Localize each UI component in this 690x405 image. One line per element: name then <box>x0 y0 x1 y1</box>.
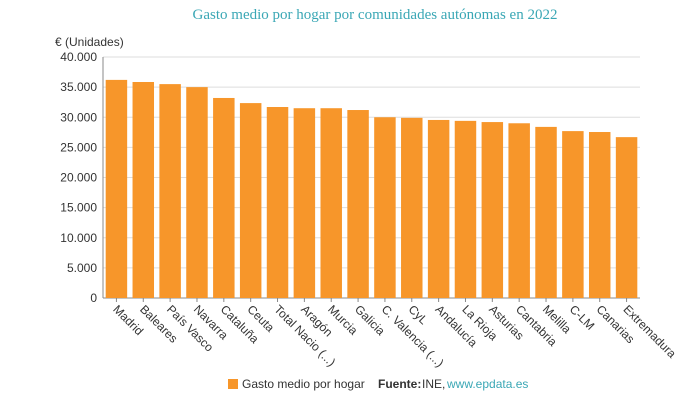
bar <box>213 97 235 298</box>
bar <box>347 110 369 299</box>
bar <box>562 131 584 298</box>
y-tick-label: 5.000 <box>67 261 97 275</box>
bar <box>427 119 450 299</box>
y-tick-label: 25.000 <box>60 140 97 154</box>
bar <box>481 122 504 298</box>
y-tick-label: 20.000 <box>60 171 97 185</box>
y-axis-label: € (Unidades) <box>55 35 124 49</box>
source-label: Fuente: <box>378 377 421 391</box>
legend-label: Gasto medio por hogar <box>242 377 365 391</box>
bar <box>132 82 155 298</box>
y-tick-label: 15.000 <box>60 201 97 215</box>
y-tick-label: 30.000 <box>60 110 97 124</box>
y-tick-label: 10.000 <box>60 231 97 245</box>
bar <box>454 120 477 299</box>
legend-swatch <box>228 379 238 389</box>
bar <box>239 103 262 298</box>
bar <box>508 123 530 299</box>
bar <box>535 126 557 298</box>
source: INE, <box>422 377 445 391</box>
bar <box>293 108 316 299</box>
bar <box>159 84 181 298</box>
source-link[interactable]: www.epdata.es <box>446 377 528 391</box>
bar <box>374 117 396 298</box>
bar <box>401 117 423 298</box>
bar <box>320 108 342 299</box>
y-tick-label: 0 <box>90 291 97 305</box>
chart-title: Gasto medio por hogar por comunidades au… <box>193 7 558 23</box>
bar <box>266 107 289 298</box>
bar <box>186 87 208 298</box>
y-tick-label: 40.000 <box>60 50 97 64</box>
y-tick-label: 35.000 <box>60 80 97 94</box>
bar <box>588 132 611 298</box>
bar <box>615 137 638 298</box>
bar <box>105 79 128 299</box>
